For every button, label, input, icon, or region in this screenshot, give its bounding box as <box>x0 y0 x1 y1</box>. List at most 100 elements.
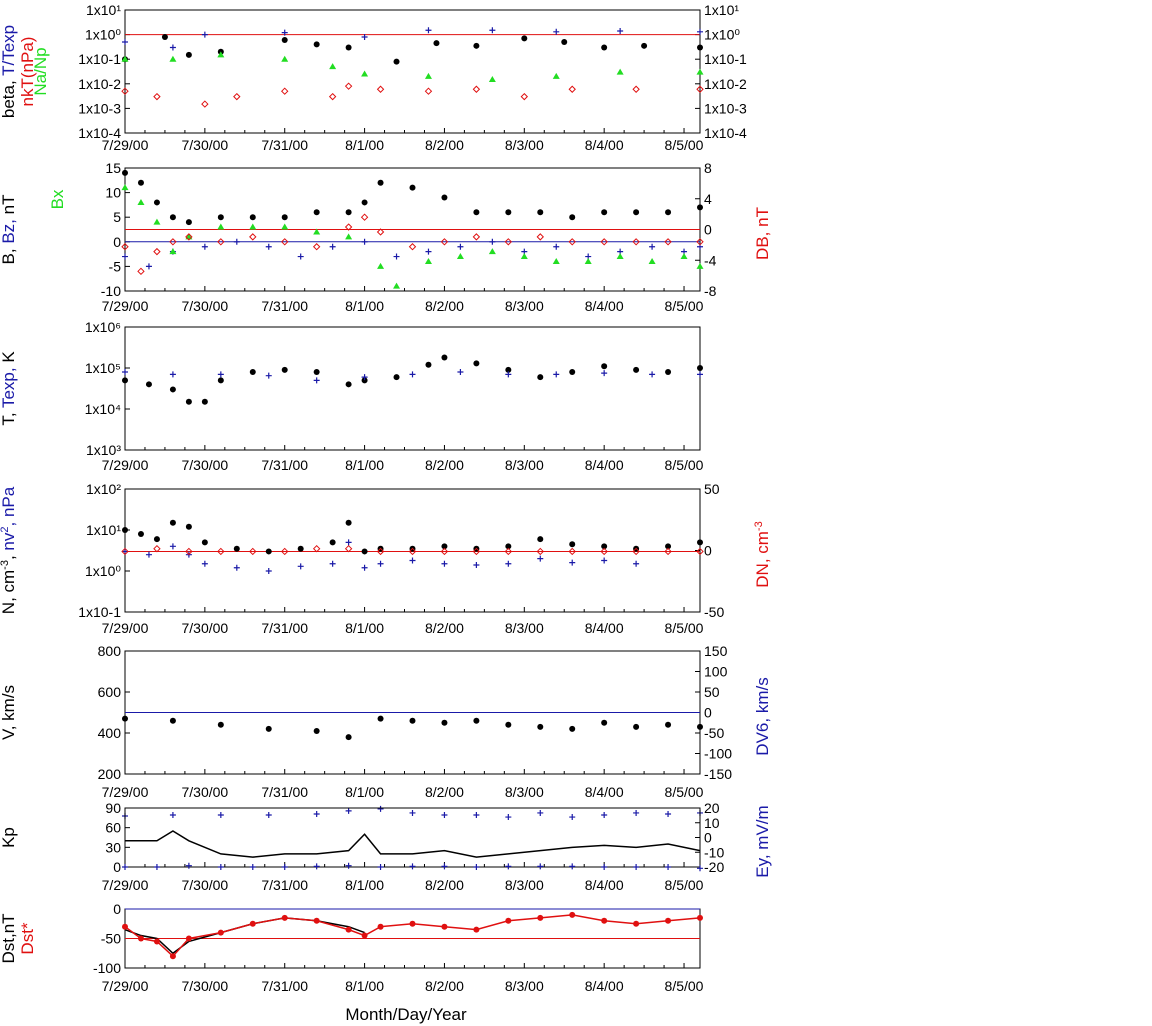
data-point <box>345 381 352 388</box>
data-point <box>201 539 208 546</box>
data-point <box>569 725 576 732</box>
x-tick-label: 7/29/00 <box>102 620 149 636</box>
right-tick-label: -4 <box>704 252 717 268</box>
data-point <box>473 360 480 367</box>
extra-axis-label-part: Bx <box>48 189 67 209</box>
x-tick-label: 8/5/00 <box>665 978 704 994</box>
data-point <box>665 864 672 870</box>
data-point <box>297 563 304 570</box>
data-point <box>472 233 481 241</box>
data-point <box>201 243 208 250</box>
data-point <box>169 953 176 960</box>
data-point <box>601 543 608 550</box>
data-point <box>145 263 152 270</box>
x-tick-label: 7/31/00 <box>261 298 308 314</box>
data-point <box>137 530 144 537</box>
data-point <box>361 374 368 381</box>
data-point <box>472 547 481 556</box>
data-point <box>441 194 448 201</box>
y-tick-label: 1x10-2 <box>78 76 121 92</box>
series-2 <box>122 368 703 384</box>
left-axis-label: beta, T/Texp <box>0 25 18 118</box>
x-tick-label: 8/4/00 <box>585 298 624 314</box>
data-point <box>441 923 448 930</box>
data-point <box>361 932 368 939</box>
data-point <box>425 27 432 34</box>
data-point <box>185 398 192 405</box>
data-point <box>169 214 176 221</box>
data-point <box>473 42 480 49</box>
data-point <box>137 198 145 205</box>
x-tick-label: 8/3/00 <box>505 978 544 994</box>
y-tick-label: -5 <box>109 258 122 274</box>
data-point <box>377 805 384 812</box>
x-tick-label: 7/31/00 <box>261 137 308 153</box>
data-point <box>153 218 161 225</box>
data-point <box>281 37 288 44</box>
data-point <box>441 354 448 361</box>
data-point <box>345 539 352 546</box>
data-point <box>185 862 192 869</box>
x-tick-label: 7/31/00 <box>261 978 308 994</box>
data-point <box>201 100 209 108</box>
y-tick-label: 800 <box>98 643 122 659</box>
data-point <box>569 368 576 375</box>
data-point <box>297 253 304 260</box>
data-point <box>345 862 352 869</box>
data-point <box>313 810 320 817</box>
left-axis-label-part: , nPa <box>0 486 18 526</box>
data-point <box>169 386 176 393</box>
data-point <box>376 228 385 236</box>
data-point <box>153 247 161 256</box>
data-point <box>185 547 193 556</box>
data-point <box>505 863 512 870</box>
x-tick-label: 7/30/00 <box>182 784 229 800</box>
data-point <box>457 368 464 375</box>
data-point <box>633 209 640 216</box>
data-point <box>505 917 512 924</box>
data-point <box>281 864 288 870</box>
x-tick-label: 8/4/00 <box>585 457 624 473</box>
series-1 <box>122 354 703 405</box>
right-tick-label: 1x10-4 <box>704 125 747 141</box>
x-tick-label: 8/5/00 <box>665 620 704 636</box>
right-axis-label: DV6, km/s <box>753 677 772 755</box>
data-point <box>633 366 640 373</box>
data-point <box>601 864 608 870</box>
data-point <box>489 238 496 245</box>
data-point <box>217 721 224 728</box>
left-axis-label-part: N, cm <box>0 570 18 614</box>
data-point <box>569 559 576 566</box>
data-point <box>122 368 128 375</box>
data-point <box>665 543 672 550</box>
data-point <box>440 547 449 556</box>
data-point <box>633 864 640 870</box>
right-tick-label: -100 <box>704 746 732 762</box>
data-point <box>169 543 176 550</box>
data-point <box>329 560 336 567</box>
left-axis-label-part: nv <box>0 532 18 550</box>
data-point <box>345 807 352 814</box>
right-tick-label: 1x10⁰ <box>704 27 740 43</box>
data-point <box>696 68 704 75</box>
data-point <box>473 562 480 569</box>
x-tick-label: 7/30/00 <box>182 298 229 314</box>
data-point <box>361 564 368 571</box>
left-axis-label-part: , <box>0 551 18 560</box>
data-point <box>424 72 432 79</box>
data-point <box>601 44 608 51</box>
data-point <box>249 368 256 375</box>
x-tick-label: 7/29/00 <box>102 784 149 800</box>
data-point <box>697 365 703 371</box>
data-point <box>122 715 128 722</box>
data-point <box>569 214 576 221</box>
data-point <box>537 536 544 543</box>
data-point <box>568 547 576 556</box>
data-point <box>376 85 385 93</box>
data-point <box>313 228 321 235</box>
data-point <box>153 536 160 543</box>
x-axis-title: Month/Day/Year <box>345 1005 467 1024</box>
data-point <box>552 257 560 264</box>
data-point <box>569 541 576 548</box>
